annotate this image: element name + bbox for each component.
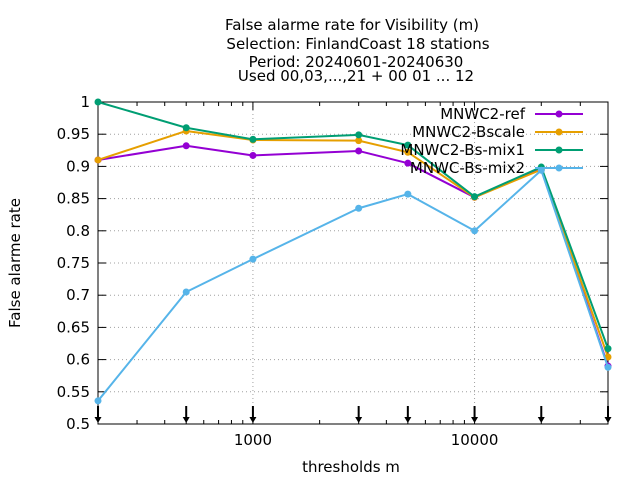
threshold-arrow-head bbox=[94, 417, 102, 423]
data-point bbox=[404, 148, 412, 156]
title-line-4: Used 00,03,...,21 + 00 01 ... 12 bbox=[238, 67, 474, 85]
x-axis: 1000 10000 bbox=[97, 102, 609, 449]
series-line bbox=[97, 169, 609, 402]
y-tick-label: 1 bbox=[80, 93, 90, 111]
y-tick-label: 0.7 bbox=[66, 286, 90, 304]
legend-marker bbox=[555, 110, 563, 118]
chart-title: False alarme rate for Visibility (m) Sel… bbox=[225, 16, 490, 85]
title-line-1: False alarme rate for Visibility (m) bbox=[225, 16, 479, 34]
series-3 bbox=[94, 166, 612, 405]
y-tick-label: 0.8 bbox=[66, 222, 90, 240]
legend: MNWC2-refMNWC2-BscaleMNWC2-Bs-mix1MNWC-B… bbox=[400, 105, 583, 177]
y-tick-label: 0.75 bbox=[57, 254, 90, 272]
y-axis: 0.5 0.55 0.6 0.65 0.7 0.75 0.8 0.85 0.9 0.95 1 bbox=[57, 93, 608, 433]
title-line-3: Period: 20240601-20240630 bbox=[249, 53, 464, 71]
data-point bbox=[94, 156, 102, 164]
series-line bbox=[97, 129, 609, 358]
y-axis-label: False alarme rate bbox=[6, 198, 24, 328]
y-tick-label: 0.9 bbox=[66, 157, 90, 175]
threshold-arrow-head bbox=[182, 417, 190, 423]
x-tick-label: 1000 bbox=[234, 431, 272, 449]
legend-label: MNWC2-ref bbox=[440, 105, 525, 123]
data-point bbox=[355, 131, 363, 139]
data-point bbox=[249, 135, 257, 143]
threshold-arrow-head bbox=[249, 417, 257, 423]
data-point bbox=[94, 98, 102, 106]
data-point bbox=[355, 137, 363, 145]
legend-marker bbox=[555, 164, 563, 172]
y-tick-label: 0.55 bbox=[57, 383, 90, 401]
data-point bbox=[249, 151, 257, 159]
data-point bbox=[182, 124, 190, 132]
legend-marker bbox=[555, 146, 563, 154]
data-point bbox=[604, 353, 612, 361]
threshold-arrow-head bbox=[404, 417, 412, 423]
grid bbox=[98, 102, 608, 424]
data-point bbox=[182, 288, 190, 296]
data-point bbox=[249, 255, 257, 263]
data-point bbox=[355, 147, 363, 155]
x-tick-label: 10000 bbox=[451, 431, 499, 449]
data-point bbox=[182, 142, 190, 150]
threshold-arrow-head bbox=[355, 417, 363, 423]
data-point bbox=[604, 345, 612, 353]
threshold-arrow-head bbox=[471, 417, 479, 423]
data-point bbox=[355, 204, 363, 212]
threshold-markers bbox=[94, 406, 612, 423]
data-point bbox=[404, 190, 412, 198]
y-tick-label: 0.65 bbox=[57, 318, 90, 336]
data-point bbox=[604, 363, 612, 371]
data-point bbox=[404, 159, 412, 167]
x-axis-label: thresholds m bbox=[302, 458, 400, 476]
y-tick-label: 0.85 bbox=[57, 190, 90, 208]
threshold-arrow-head bbox=[537, 417, 545, 423]
series-line bbox=[97, 101, 609, 349]
legend-label: MNWC2-Bs-mix1 bbox=[400, 141, 525, 159]
data-point bbox=[471, 193, 479, 201]
series-layer bbox=[94, 98, 612, 405]
legend-label: MNWC-Bs-mix2 bbox=[410, 159, 525, 177]
series-1 bbox=[94, 127, 612, 361]
y-tick-label: 0.95 bbox=[57, 125, 90, 143]
legend-label: MNWC2-Bscale bbox=[412, 123, 525, 141]
y-tick-label: 0.6 bbox=[66, 351, 90, 369]
threshold-arrow-head bbox=[604, 417, 612, 423]
title-line-2: Selection: FinlandCoast 18 stations bbox=[226, 35, 489, 53]
y-tick-label: 0.5 bbox=[66, 415, 90, 433]
legend-marker bbox=[555, 128, 563, 136]
data-point bbox=[471, 227, 479, 235]
data-point bbox=[94, 397, 102, 405]
data-point bbox=[404, 141, 412, 149]
